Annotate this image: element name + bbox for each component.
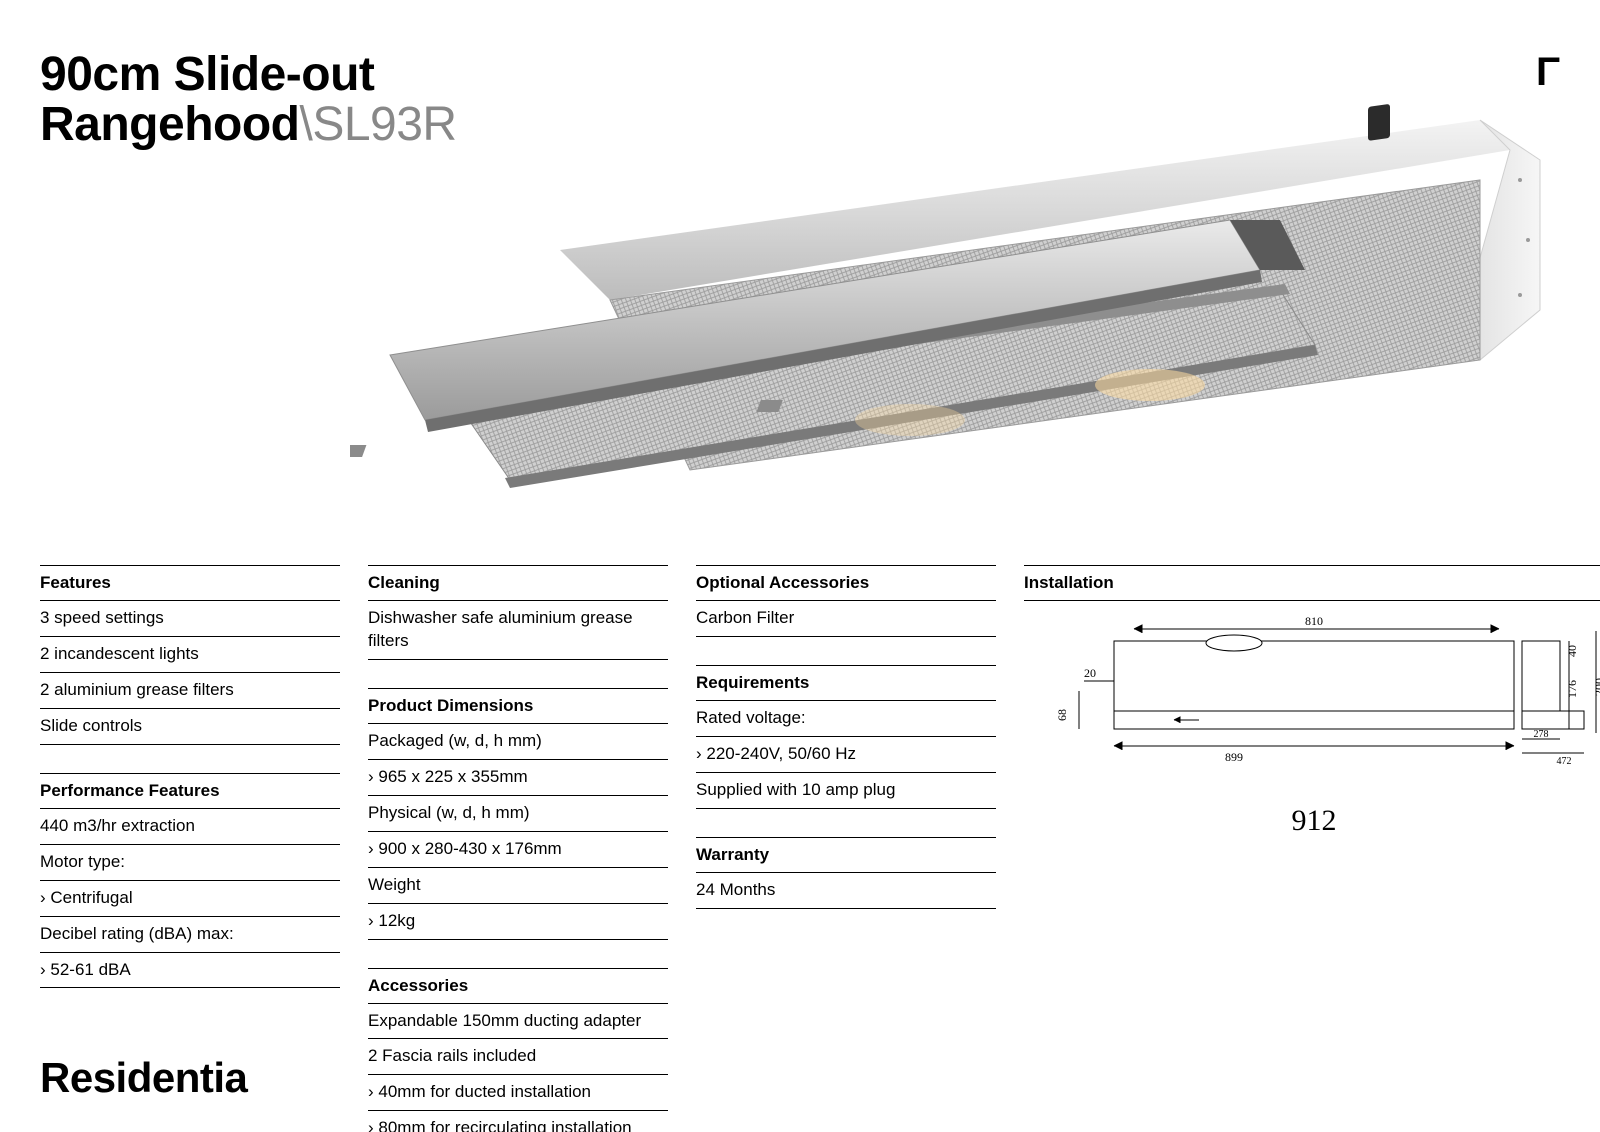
spec-row: Rated voltage: bbox=[696, 700, 996, 736]
dim-label: 176 bbox=[1565, 680, 1579, 698]
spec-row: Centrifugal bbox=[40, 880, 340, 916]
product-image bbox=[350, 100, 1550, 530]
spec-row: 220-240V, 50/60 Hz bbox=[696, 736, 996, 772]
spec-row: 900 x 280-430 x 176mm bbox=[368, 831, 668, 867]
spec-row: 12kg bbox=[368, 903, 668, 939]
spec-row: Dishwasher safe aluminium grease filters bbox=[368, 600, 668, 659]
spec-row: Weight bbox=[368, 867, 668, 903]
brand-wordmark: Residentia bbox=[40, 1054, 247, 1102]
col-2: Cleaning Dishwasher safe aluminium greas… bbox=[368, 565, 668, 1132]
dim-label: 810 bbox=[1305, 614, 1323, 628]
spec-row: Slide controls bbox=[40, 708, 340, 744]
spec-row: Motor type: bbox=[40, 844, 340, 880]
spec-row: Decibel rating (dBA) max: bbox=[40, 916, 340, 952]
spec-row: Expandable 150mm ducting adapter bbox=[368, 1003, 668, 1039]
heading-cleaning: Cleaning bbox=[368, 565, 668, 600]
dim-label: 20 bbox=[1084, 666, 1096, 680]
heading-warranty: Warranty bbox=[696, 837, 996, 872]
installation-diagram: 810 20 bbox=[1024, 611, 1600, 838]
dim-label: 68 bbox=[1055, 709, 1069, 721]
heading-accessories: Accessories bbox=[368, 968, 668, 1003]
dim-label: 899 bbox=[1225, 750, 1243, 764]
spec-row: 2 aluminium grease filters bbox=[40, 672, 340, 708]
heading-installation: Installation bbox=[1024, 565, 1600, 600]
spec-row: 2 incandescent lights bbox=[40, 636, 340, 672]
section-performance: Performance Features 440 m3/hr extractio… bbox=[40, 773, 340, 989]
spec-row: 40mm for ducted installation bbox=[368, 1074, 668, 1110]
diagram-figure-number: 912 bbox=[1024, 804, 1600, 838]
spec-row: Supplied with 10 amp plug bbox=[696, 772, 996, 808]
spec-row: 24 Months bbox=[696, 872, 996, 908]
col-3: Optional Accessories Carbon Filter Requi… bbox=[696, 565, 996, 1132]
section-installation: Installation 810 bbox=[1024, 565, 1600, 838]
spec-row: 3 speed settings bbox=[40, 600, 340, 636]
section-warranty: Warranty 24 Months bbox=[696, 837, 996, 909]
brand-mark-icon: Γ bbox=[1536, 50, 1560, 95]
dim-label: 40 bbox=[1565, 645, 1579, 657]
heading-dimensions: Product Dimensions bbox=[368, 688, 668, 723]
spec-row: 2 Fascia rails included bbox=[368, 1038, 668, 1074]
heading-requirements: Requirements bbox=[696, 665, 996, 700]
spec-row: Packaged (w, d, h mm) bbox=[368, 723, 668, 759]
spec-row: 80mm for recirculating installation bbox=[368, 1110, 668, 1132]
dim-label: 200 bbox=[1592, 678, 1600, 696]
heading-optional: Optional Accessories bbox=[696, 565, 996, 600]
spec-columns: Features 3 speed settings 2 incandescent… bbox=[40, 565, 1560, 1132]
section-cleaning: Cleaning Dishwasher safe aluminium greas… bbox=[368, 565, 668, 660]
heading-performance: Performance Features bbox=[40, 773, 340, 808]
spec-row: 52-61 dBA bbox=[40, 952, 340, 988]
col-1: Features 3 speed settings 2 incandescent… bbox=[40, 565, 340, 1132]
heading-features: Features bbox=[40, 565, 340, 600]
col-4: Installation 810 bbox=[1024, 565, 1600, 1132]
title-line-1: 90cm Slide-out bbox=[40, 50, 457, 100]
spec-row: Carbon Filter bbox=[696, 600, 996, 636]
spec-row: 440 m3/hr extraction bbox=[40, 808, 340, 844]
section-optional: Optional Accessories Carbon Filter bbox=[696, 565, 996, 637]
section-dimensions: Product Dimensions Packaged (w, d, h mm)… bbox=[368, 688, 668, 940]
section-features: Features 3 speed settings 2 incandescent… bbox=[40, 565, 340, 745]
dim-label: 278 bbox=[1534, 729, 1549, 740]
section-requirements: Requirements Rated voltage: 220-240V, 50… bbox=[696, 665, 996, 809]
title-product: Rangehood bbox=[40, 98, 299, 151]
dim-label: 472 bbox=[1557, 756, 1572, 767]
spec-row: Physical (w, d, h mm) bbox=[368, 795, 668, 831]
spec-row: 965 x 225 x 355mm bbox=[368, 759, 668, 795]
section-accessories: Accessories Expandable 150mm ducting ada… bbox=[368, 968, 668, 1132]
